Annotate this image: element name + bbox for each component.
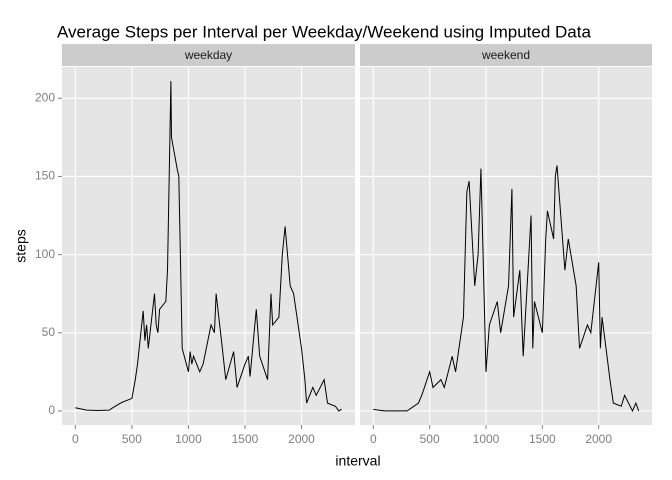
y-tick-label: 50	[42, 325, 56, 339]
x-tick-label: 1000	[473, 432, 500, 446]
chart-title: Average Steps per Interval per Weekday/W…	[57, 22, 591, 41]
panel	[62, 67, 355, 425]
x-axis-label: interval	[335, 453, 380, 469]
panel	[360, 67, 652, 425]
y-tick-label: 150	[35, 169, 55, 183]
y-tick-label: 100	[35, 247, 55, 261]
x-tick-label: 2000	[585, 432, 612, 446]
strip	[62, 44, 355, 66]
y-tick-label: 0	[48, 403, 55, 417]
line	[75, 81, 342, 412]
facet-label: weekend	[481, 48, 530, 62]
x-tick-label: 2000	[288, 432, 315, 446]
x-tick-label: 1500	[232, 432, 259, 446]
y-axis-label: steps	[13, 229, 29, 262]
x-tick-label: 500	[420, 432, 440, 446]
y-tick-label: 200	[35, 90, 55, 104]
x-tick-label: 0	[370, 432, 377, 446]
facet-label: weekday	[184, 48, 232, 62]
x-tick-label: 0	[72, 432, 79, 446]
line	[373, 165, 640, 413]
strip	[360, 44, 652, 66]
x-tick-label: 500	[122, 432, 142, 446]
x-tick-label: 1000	[175, 432, 202, 446]
x-tick-label: 1500	[529, 432, 556, 446]
